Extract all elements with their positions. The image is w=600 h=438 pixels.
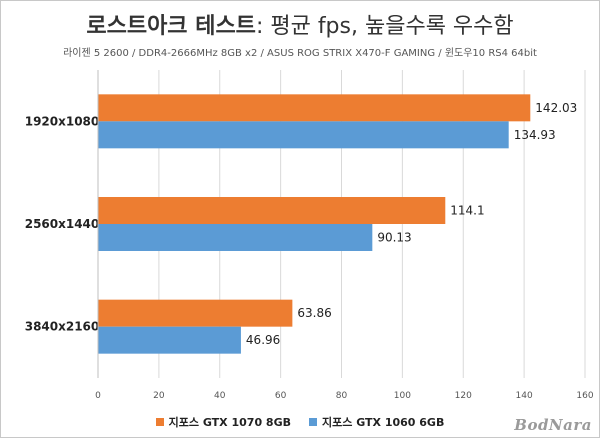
legend-label-gtx1060: 지포스 GTX 1060 6GB [322, 416, 445, 429]
watermark-logo: BodNara [514, 416, 592, 434]
chart-title-rest: : 평균 fps, 높을수록 우수함 [255, 14, 514, 39]
data-label: 134.93 [514, 128, 556, 142]
data-label: 90.13 [377, 231, 411, 245]
legend-label-gtx1070: 지포스 GTX 1070 8GB [168, 416, 291, 429]
x-tick-label: 40 [214, 391, 226, 401]
category-label: 1920x1080 [25, 114, 100, 128]
bar [98, 121, 509, 149]
bar [98, 299, 293, 327]
legend-swatch-gtx1070 [155, 418, 164, 426]
legend-item-gtx1070: 지포스 GTX 1070 8GB [155, 414, 291, 430]
bar [98, 197, 446, 224]
x-tick-label: 160 [576, 391, 593, 401]
x-tick-label: 0 [95, 391, 101, 401]
chart-title-main: 로스트아크 테스트 [86, 14, 256, 39]
category-label: 3840x2160 [25, 320, 100, 334]
legend-item-gtx1060: 지포스 GTX 1060 6GB [309, 414, 444, 430]
legend: 지포스 GTX 1070 8GB 지포스 GTX 1060 6GB [0, 414, 600, 430]
x-tick-label: 140 [516, 391, 533, 401]
bar [98, 326, 241, 354]
x-tick-label: 20 [153, 391, 165, 401]
data-label: 142.03 [535, 101, 577, 115]
legend-swatch-gtx1060 [309, 418, 317, 426]
x-tick-label: 120 [455, 391, 472, 401]
data-label: 63.86 [297, 306, 331, 320]
bar [98, 224, 373, 251]
chart-subtitle: 라이젠 5 2600 / DDR4-2666MHz 8GB x2 / ASUS … [63, 48, 537, 59]
bar [98, 94, 531, 122]
category-label: 2560x1440 [25, 217, 100, 231]
chart-title: 로스트아크 테스트: 평균 fps, 높을수록 우수함 [0, 8, 600, 40]
x-tick-label: 60 [275, 391, 287, 401]
x-tick-label: 80 [336, 391, 348, 401]
x-tick-label: 100 [394, 391, 411, 401]
data-label: 46.96 [246, 333, 280, 347]
data-label: 114.1 [450, 204, 484, 218]
